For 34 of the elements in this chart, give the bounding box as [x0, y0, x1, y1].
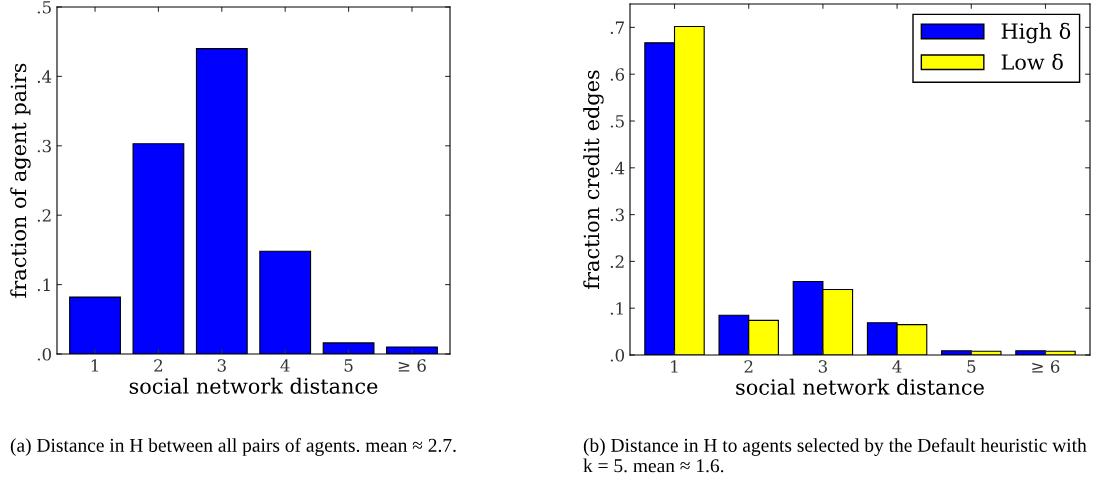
- x-tick-label: 1: [91, 359, 98, 372]
- x-tick-label: 4: [280, 359, 290, 372]
- x-tick-label: 5: [344, 359, 353, 372]
- x-tick-label: 3: [818, 360, 827, 373]
- y-tick-label: .3: [610, 208, 624, 222]
- x-tick-label: 2: [154, 359, 163, 372]
- y-tick-label: .0: [610, 348, 625, 362]
- x-tick-label: 1: [671, 360, 678, 373]
- y-tick-label: .2: [37, 209, 51, 222]
- y-axis-title: fraction of agent pairs: [10, 63, 31, 298]
- x-tick-label: 2: [744, 360, 753, 373]
- x-tick-label: 4: [892, 360, 902, 373]
- y-tick-label: .0: [37, 347, 52, 361]
- y-tick-label: .5: [37, 1, 51, 14]
- x-tick-label: 3: [217, 359, 226, 372]
- text: (b) Distance in H to agents selected by the Default heuristic with k = 5. mean ≈ 1.6.: [583, 438, 1087, 473]
- x-axis-title: social network distance: [129, 377, 378, 394]
- y-tick-label: .5: [610, 115, 624, 128]
- legend-label: Low δ: [1001, 53, 1063, 70]
- x-tick-label: ≥ 6: [398, 359, 426, 372]
- y-tick-label: .4: [610, 161, 625, 175]
- x-axis-title: social network distance: [736, 378, 984, 395]
- legend-label: High δ: [1001, 22, 1071, 44]
- y-tick-label: .7: [610, 21, 624, 34]
- x-tick-label: 5: [967, 360, 976, 373]
- y-tick-label: .2: [610, 255, 624, 268]
- text: (a) Distance in H between all pairs of agents. mean ≈ 2.7.: [10, 438, 456, 456]
- y-tick-label: .3: [37, 139, 51, 153]
- y-axis-title: fraction credit edges: [583, 70, 604, 289]
- y-tick-label: .4: [37, 70, 52, 83]
- y-tick-label: .1: [610, 302, 623, 315]
- y-tick-label: .1: [37, 278, 50, 292]
- x-tick-label: ≥ 6: [1032, 360, 1060, 373]
- y-tick-label: .6: [610, 68, 625, 81]
